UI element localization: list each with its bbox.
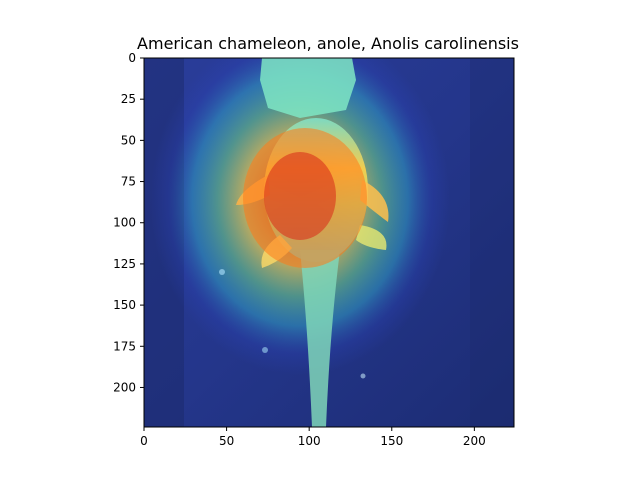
x-tick-label: 100 — [298, 434, 321, 448]
y-tick-label: 175 — [113, 339, 136, 353]
y-tick-label: 75 — [121, 175, 136, 189]
y-tick-label: 25 — [121, 92, 136, 106]
y-tick-label: 0 — [128, 51, 136, 65]
plot-image — [144, 58, 514, 427]
x-axis-ticks: 0 50 100 150 200 — [140, 427, 486, 448]
y-tick-label: 200 — [113, 380, 136, 394]
y-tick-label: 100 — [113, 216, 136, 230]
x-tick-label: 200 — [463, 434, 486, 448]
y-axis-ticks: 0 25 50 75 100 125 150 175 200 — [113, 51, 144, 394]
heatmap-peak — [264, 152, 336, 240]
y-tick-label: 150 — [113, 298, 136, 312]
background-texture-right — [470, 58, 514, 427]
x-tick-label: 50 — [219, 434, 234, 448]
y-tick-label: 125 — [113, 257, 136, 271]
y-tick-label: 50 — [121, 133, 136, 147]
x-tick-label: 150 — [380, 434, 403, 448]
axes-frame — [143, 57, 515, 428]
chart-title: American chameleon, anole, Anolis caroli… — [137, 34, 519, 53]
x-tick-label: 0 — [140, 434, 148, 448]
